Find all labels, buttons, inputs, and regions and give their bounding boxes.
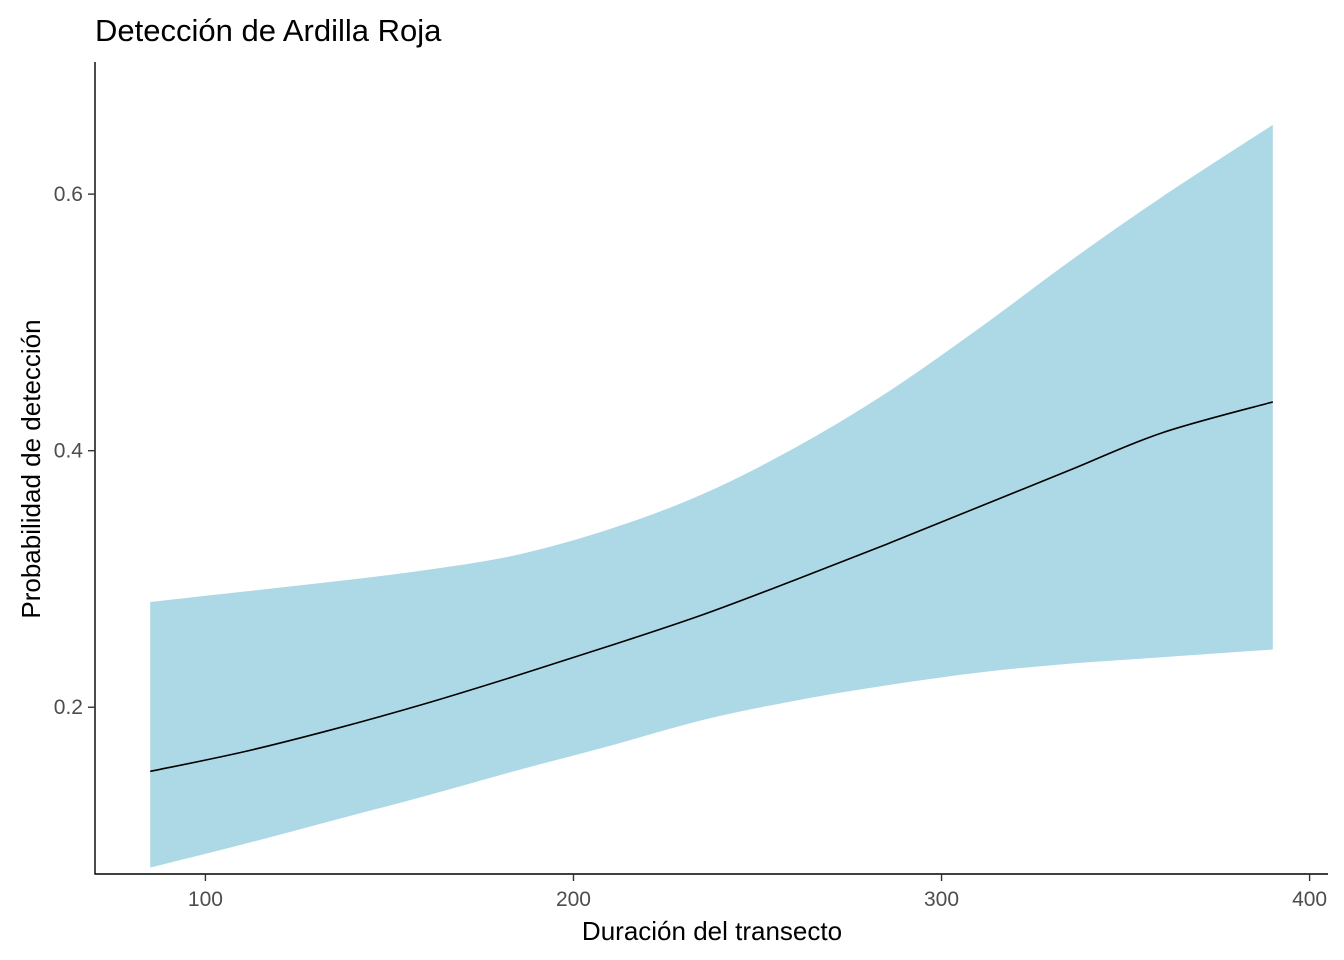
x-tick-label: 100: [188, 888, 223, 911]
series-line-0: [150, 401, 1274, 773]
confidence-ribbon: [150, 124, 1273, 868]
axes: 100 200 300 400 0.2 0.4 0.6: [54, 62, 1328, 911]
y-axis-title: Probabilidad de detección: [16, 319, 46, 618]
y-tick-label: 0.4: [54, 440, 84, 463]
y-tick-label: 0.6: [54, 183, 83, 206]
x-axis-title: Duración del transecto: [582, 916, 842, 946]
plot-area: [150, 124, 1274, 868]
chart-title: Detección de Ardilla Roja: [95, 13, 442, 48]
y-tick-label: 0.2: [54, 696, 83, 719]
x-tick-label: 400: [1292, 888, 1327, 911]
x-tick-label: 200: [556, 888, 591, 911]
x-tick-label: 300: [924, 888, 959, 911]
